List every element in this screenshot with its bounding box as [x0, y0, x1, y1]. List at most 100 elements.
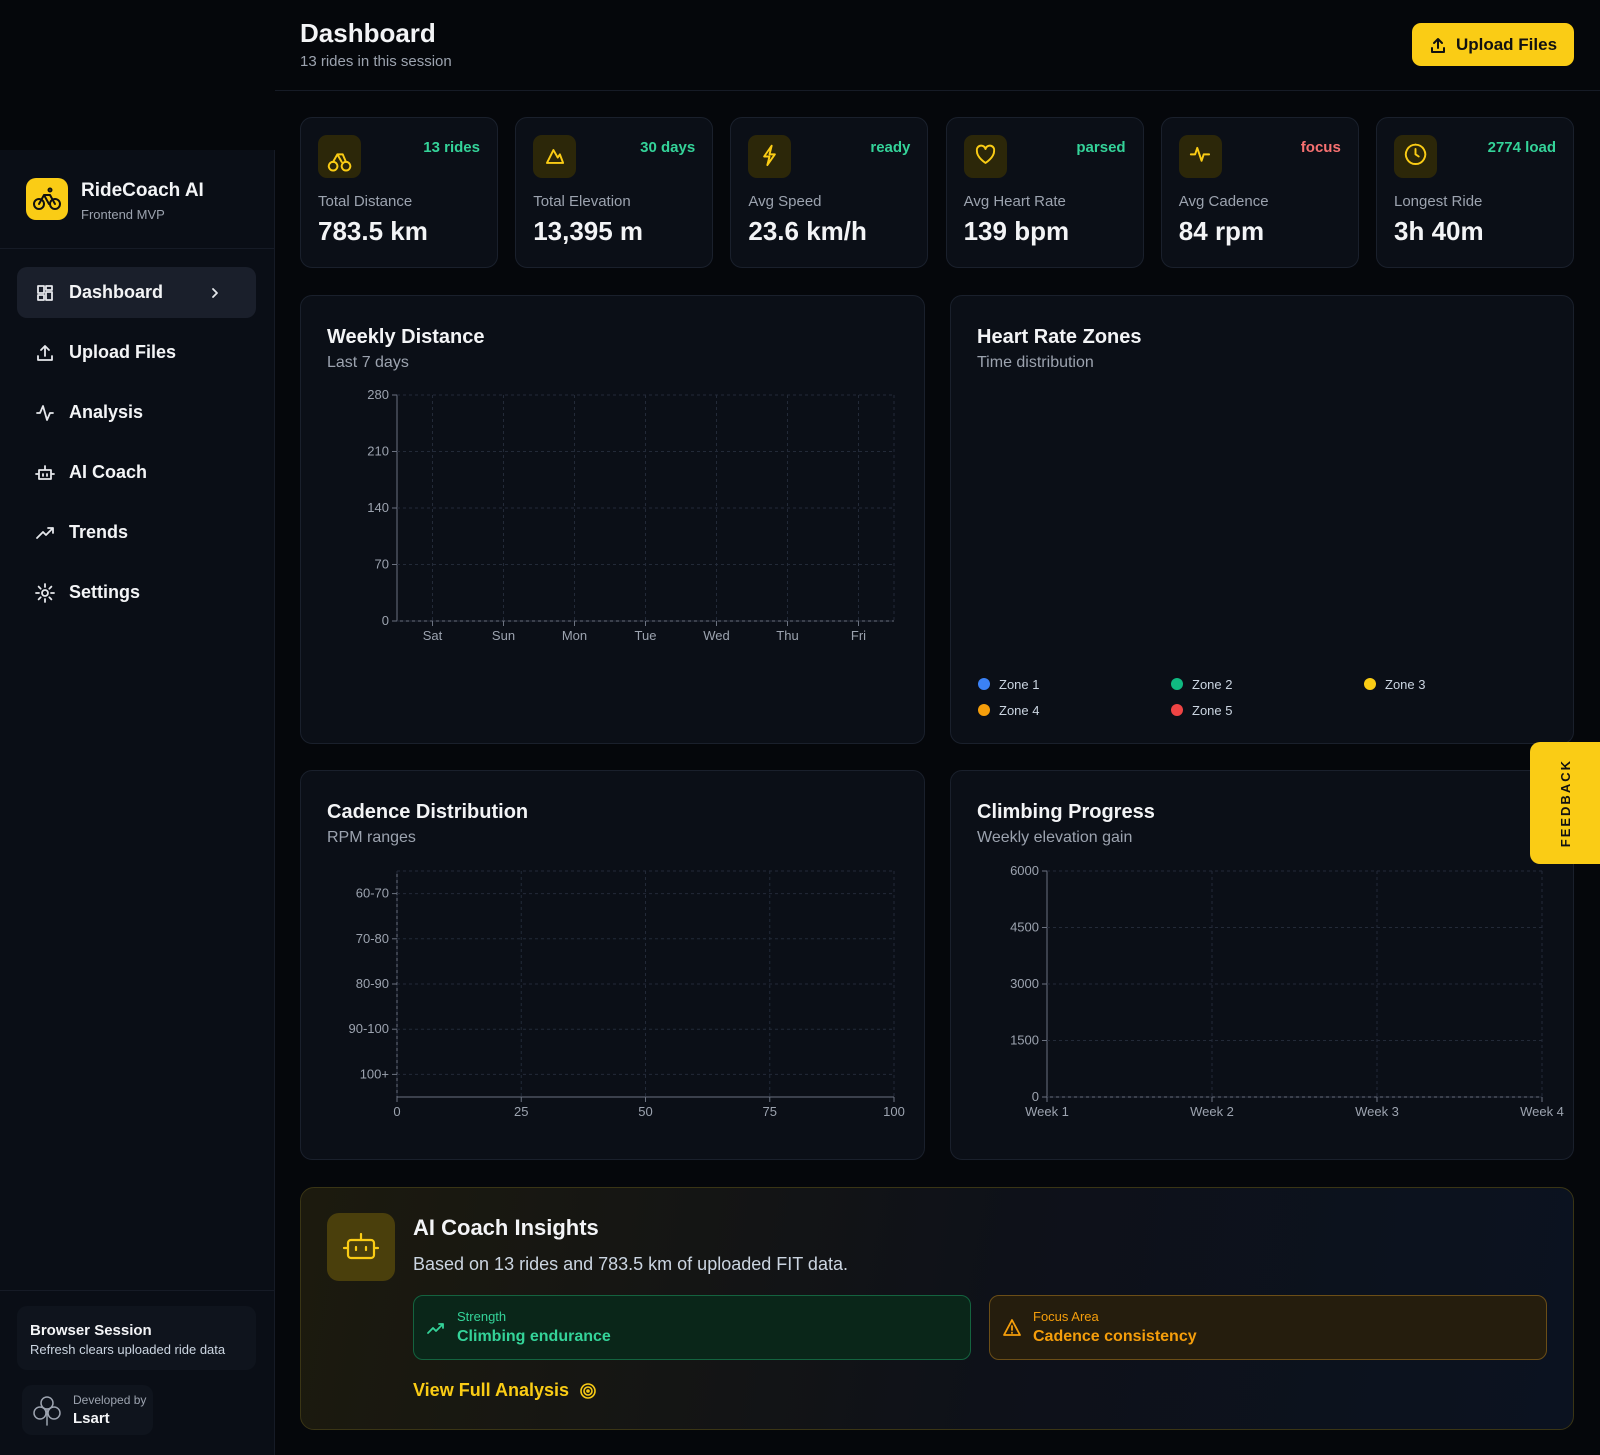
stat-label: Avg Heart Rate	[963, 193, 1066, 210]
y-tick-label: 140	[367, 500, 389, 515]
y-tick-label: 4500	[1010, 920, 1039, 935]
nav-label: Analysis	[69, 402, 144, 422]
nav-label: Settings	[69, 582, 141, 602]
strength-value: Climbing endurance	[457, 1328, 611, 1345]
icon-path	[36, 404, 54, 421]
panel-subtitle: RPM ranges	[327, 829, 416, 846]
climbing-panel: Climbing Progress Weekly elevation gain …	[950, 770, 1574, 1160]
stat-card: focus Avg Cadence 84 rpm	[1160, 117, 1359, 268]
stat-icon-box	[963, 135, 1007, 178]
y-tick-label: 80-90	[356, 976, 389, 991]
nav-label: Trends	[69, 522, 129, 542]
nav-item[interactable]: Settings	[17, 567, 256, 618]
x-tick-label: 50	[638, 1104, 652, 1119]
feedback-label: FEEDBACK	[1557, 758, 1573, 848]
warning-icon	[1003, 1319, 1021, 1336]
nav-item[interactable]: Upload Files	[17, 327, 256, 378]
robot-icon	[342, 1232, 380, 1260]
nav-item[interactable]: AI Coach	[17, 447, 256, 498]
nav-icon	[37, 344, 53, 361]
y-tick-label: 3000	[1010, 976, 1039, 991]
climbing-chart: 0 1500 3000 4500 6000 Week 1 Week 2 Week 3 Week …	[1010, 863, 1564, 1119]
x-tick-label: 0	[393, 1104, 400, 1119]
upload-button[interactable]: Upload Files	[1412, 23, 1574, 66]
icon-path	[37, 344, 53, 361]
feedback-tab[interactable]: FEEDBACK	[1530, 742, 1600, 864]
trend-icon	[427, 1323, 444, 1334]
nav-item[interactable]: Analysis	[17, 387, 256, 438]
panel-subtitle: Last 7 days	[327, 354, 409, 371]
legend-dot	[1364, 678, 1376, 690]
brand-subtitle: Frontend MVP	[81, 207, 165, 222]
panel-title: Weekly Distance	[327, 326, 485, 348]
x-tick-label: Mon	[562, 628, 587, 643]
focus-value: Cadence consistency	[1033, 1328, 1197, 1345]
session-title: Browser Session	[30, 1322, 152, 1339]
session-box	[17, 1306, 256, 1370]
icon-path	[35, 464, 55, 480]
stat-card: 13 rides Total Distance 783.5 km	[300, 117, 498, 268]
icon-path	[975, 144, 995, 164]
stat-card: ready Avg Speed 23.6 km/h	[730, 117, 929, 268]
y-tick-label: 6000	[1010, 863, 1039, 878]
panel-subtitle: Weekly elevation gain	[977, 829, 1133, 846]
legend-dot	[1171, 678, 1183, 690]
nav-item[interactable]: Trends	[17, 507, 256, 558]
legend-label: Zone 4	[999, 703, 1039, 718]
insights-icon-box	[327, 1213, 395, 1281]
analysis-link-label: View Full Analysis	[413, 1380, 570, 1400]
y-tick-label: 90-100	[349, 1021, 389, 1036]
weekly-distance-panel: Weekly Distance Last 7 days 0 70 140 210 280…	[300, 295, 925, 744]
icon-path	[35, 582, 55, 603]
y-tick-label: 280	[367, 387, 389, 402]
stat-icon	[763, 144, 777, 167]
y-tick-label: 0	[1032, 1089, 1039, 1104]
page-title: Dashboard	[300, 18, 436, 48]
stat-badge: ready	[870, 139, 911, 156]
stat-card: 30 days Total Elevation 13,395 m	[515, 117, 714, 268]
legend-label: Zone 3	[1385, 677, 1425, 692]
nav-icon	[35, 582, 55, 603]
x-tick-label: Tue	[635, 628, 657, 643]
legend-dot	[1171, 704, 1183, 716]
nav-item[interactable]: Dashboard	[17, 267, 256, 318]
cadence-panel: Cadence Distribution RPM ranges 0 25 50 75 1…	[300, 770, 925, 1160]
stat-label: Avg Speed	[748, 193, 822, 210]
bike-icon	[33, 187, 61, 210]
nav-icon	[36, 404, 54, 421]
panel-title: Cadence Distribution	[327, 801, 529, 823]
upload-button-label: Upload Files	[1455, 34, 1558, 54]
stat-value: 23.6 km/h	[748, 216, 867, 246]
x-tick-label: Thu	[776, 628, 798, 643]
stat-icon	[546, 149, 565, 164]
header-divider	[275, 90, 1600, 91]
legend-label: Zone 2	[1192, 677, 1232, 692]
icon-path	[36, 526, 54, 539]
analysis-link[interactable]: View Full Analysis	[413, 1380, 597, 1401]
stat-icon	[1189, 146, 1210, 162]
divider	[0, 248, 274, 249]
stat-icon-box	[1178, 135, 1222, 178]
y-tick-label: 70-80	[356, 931, 389, 946]
stat-icon	[327, 153, 352, 172]
strength-label: Strength	[457, 1309, 507, 1324]
brand-logo	[26, 178, 68, 220]
stat-label: Total Elevation	[533, 193, 631, 210]
x-tick-label: Fri	[851, 628, 866, 643]
nav-label: AI Coach	[69, 462, 148, 482]
x-tick-label: Week 2	[1190, 1104, 1234, 1119]
stat-icon	[1404, 143, 1427, 165]
nav-icon	[37, 284, 53, 301]
upload-icon	[1430, 37, 1445, 53]
divider	[0, 1290, 274, 1291]
icon-path	[763, 144, 777, 167]
heart-rate-panel: Heart Rate Zones Time distribution Zone …	[950, 295, 1574, 744]
y-tick-label: 100+	[360, 1066, 389, 1081]
developer-name: Lsart	[73, 1410, 110, 1427]
x-tick-label: 100	[883, 1104, 905, 1119]
icon-path	[1189, 146, 1210, 162]
developer-box	[22, 1385, 153, 1435]
icon-path	[546, 149, 565, 164]
developer-label: Developed by	[73, 1393, 147, 1407]
